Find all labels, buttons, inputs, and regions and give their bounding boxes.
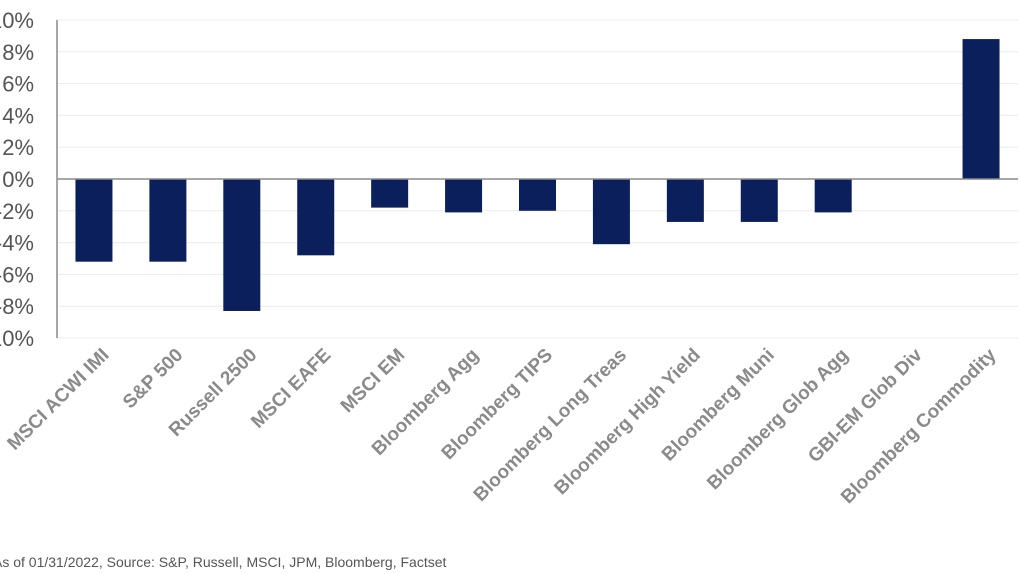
bar (149, 179, 187, 262)
bar (223, 179, 261, 311)
x-tick-label: Bloomberg High Yield (550, 345, 704, 499)
y-tick-label: -10% (0, 326, 34, 351)
x-tick-label: Bloomberg Commodity (837, 344, 1001, 508)
x-tick-label: MSCI EAFE (247, 345, 335, 433)
y-tick-label: 0% (2, 167, 34, 192)
bar (445, 179, 483, 213)
y-tick-label: 10% (0, 8, 34, 33)
bar (519, 179, 556, 211)
y-tick-label: -2% (0, 199, 34, 224)
y-tick-label: 2% (2, 135, 34, 160)
y-tick-label: -6% (0, 262, 34, 287)
y-tick-label: 8% (2, 40, 34, 65)
bar (962, 39, 1000, 179)
x-tick-label: MSCI EM (337, 345, 409, 417)
x-tick-label: MSCI ACWI IMI (4, 345, 114, 455)
y-tick-label: -4% (0, 231, 34, 256)
source-footnote: As of 01/31/2022, Source: S&P, Russell, … (0, 554, 447, 570)
bar (814, 179, 852, 213)
bar (75, 179, 113, 262)
x-tick-label: S&P 500 (119, 345, 187, 413)
bar (297, 179, 335, 256)
bar (666, 179, 704, 222)
x-tick-label: Bloomberg Glob Agg (703, 345, 852, 494)
y-tick-label: 6% (2, 72, 34, 97)
y-axis-ticks: -10% -8% -6% -4% -2% 0% 2% 4% 6% 8% 10% (0, 8, 34, 351)
y-tick-label: -8% (0, 294, 34, 319)
x-tick-label: Bloomberg Long Treas (470, 345, 631, 506)
bars (75, 39, 1000, 311)
bar (740, 179, 778, 222)
bar (592, 179, 630, 245)
bar (371, 179, 409, 208)
y-tick-label: 4% (2, 103, 34, 128)
